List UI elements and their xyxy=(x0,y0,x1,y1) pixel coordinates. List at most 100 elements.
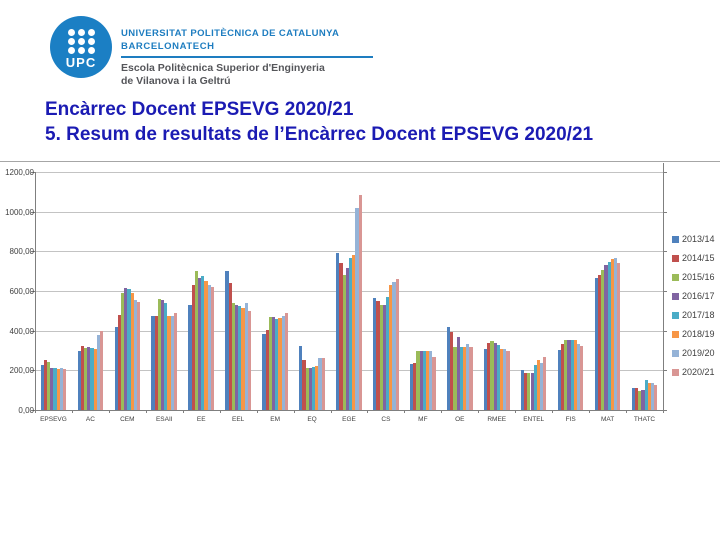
bar-2014-15-mat xyxy=(597,275,602,410)
bar-2017-18-entel xyxy=(533,364,537,410)
bar-2020-21-cem xyxy=(136,302,141,410)
plot-right-border xyxy=(663,163,664,410)
bar-2020-21-ege xyxy=(358,195,362,410)
bar-2018-19-cs xyxy=(389,285,393,410)
bar-2015-16-eq xyxy=(305,368,309,410)
legend-swatch-icon xyxy=(672,368,679,376)
bar-2013-14-mat xyxy=(594,278,598,410)
bar-2018-19-mat xyxy=(610,259,614,410)
bar-2018-19-oe xyxy=(463,346,467,410)
bar-2019-20-cem xyxy=(133,300,137,410)
y-axis-tick-right xyxy=(663,251,667,253)
bar-2015-16-oe xyxy=(453,346,457,410)
slide-title-line1: Encàrrec Docent EPSEVG 2020/21 xyxy=(45,99,354,120)
bar-2018-19-ege xyxy=(352,255,356,410)
bar-2014-15-ee xyxy=(191,285,195,410)
bar-2019-20-cs xyxy=(392,281,396,410)
bar-2020-21-ee xyxy=(210,287,215,410)
y-axis-tick xyxy=(31,330,35,332)
legend-label: 2015/16 xyxy=(682,272,715,282)
y-axis-tick-right xyxy=(663,330,667,332)
x-axis-line xyxy=(35,410,664,411)
slide-title-line2: 5. Resum de resultats de l’Encàrrec Doce… xyxy=(45,124,594,145)
bar-2016-17-eel xyxy=(234,305,239,410)
bar-2014-15-esaii xyxy=(154,315,158,410)
y-axis-tick-right xyxy=(663,172,667,173)
bar-2017-18-esaii xyxy=(164,303,168,410)
y-axis-tick xyxy=(31,410,35,411)
y-axis-label: 1200,00 xyxy=(5,168,34,177)
bar-2016-17-rmee xyxy=(493,342,497,410)
legend-swatch-icon xyxy=(672,273,679,281)
legend-item-2018-19: 2018/19 xyxy=(672,329,715,339)
bar-2013-14-oe xyxy=(447,327,451,410)
bar-2016-17-ege xyxy=(345,268,349,410)
bar-2016-17-cem xyxy=(124,288,128,410)
legend-item-2014-15: 2014/15 xyxy=(672,253,715,263)
x-axis-tick xyxy=(256,410,258,413)
bar-2016-17-esaii xyxy=(161,299,165,410)
x-axis-label-oe: OE xyxy=(455,416,465,423)
bar-2014-15-thatc xyxy=(634,387,639,410)
bar-2013-14-thatc xyxy=(631,387,635,410)
bar-2019-20-entel xyxy=(540,362,544,410)
bar-2019-20-rmee xyxy=(503,348,507,410)
bar-2020-21-eq xyxy=(321,358,325,410)
legend-label: 2014/15 xyxy=(682,253,715,263)
bar-2013-14-entel xyxy=(520,369,525,410)
bar-2013-14-em xyxy=(262,334,266,410)
bar-2014-15-rmee xyxy=(487,342,491,410)
bar-2016-17-em xyxy=(271,317,276,410)
y-axis-tick xyxy=(31,370,35,372)
bar-2015-16-em xyxy=(268,316,272,410)
bar-2020-21-oe xyxy=(469,346,473,410)
legend-item-2013-14: 2013/14 xyxy=(672,234,715,244)
x-axis-tick xyxy=(441,410,443,413)
y-gridline xyxy=(35,211,663,213)
y-gridline xyxy=(35,251,663,253)
x-axis-label-esaii: ESAII xyxy=(155,416,173,423)
x-axis-label-rmee: RMEE xyxy=(487,416,507,423)
y-axis-label: 600,00 xyxy=(9,287,34,296)
bar-2019-20-epsevg xyxy=(59,368,64,410)
legend-item-2017-18: 2017/18 xyxy=(672,310,715,320)
legend-swatch-icon xyxy=(672,311,679,319)
bar-2018-19-ee xyxy=(204,280,208,410)
bar-2020-21-fis xyxy=(580,345,584,410)
bar-2017-18-oe xyxy=(459,346,463,410)
bar-2015-16-entel xyxy=(527,372,531,410)
bar-2017-18-eel xyxy=(238,306,242,410)
bar-2013-14-eq xyxy=(299,346,303,410)
legend-label: 2013/14 xyxy=(682,234,715,244)
bar-2013-14-ee xyxy=(188,305,192,410)
bar-2015-16-mat xyxy=(601,269,605,410)
bar-2016-17-oe xyxy=(456,337,460,410)
bar-2016-17-entel xyxy=(530,372,534,410)
title-separator-line xyxy=(0,161,720,162)
bar-2017-18-epsevg xyxy=(53,367,57,410)
upc-header: UPC UNIVERSITAT POLITÈCNICA DE CATALUNYA… xyxy=(50,16,373,87)
barcelonatech-label: BARCELONATECH xyxy=(121,41,215,52)
x-axis-label-ee: EE xyxy=(196,416,206,423)
legend-swatch-icon xyxy=(672,330,679,338)
x-axis-tick xyxy=(589,410,591,413)
legend-swatch-icon xyxy=(672,254,679,262)
y-axis-tick xyxy=(31,291,35,292)
legend-label: 2020/21 xyxy=(682,367,715,377)
x-axis-label-cs: CS xyxy=(381,416,391,423)
x-axis-tick xyxy=(35,410,36,413)
bar-2014-15-ac xyxy=(80,346,84,410)
x-axis-tick xyxy=(515,410,517,413)
bar-2017-18-ac xyxy=(90,348,94,410)
bar-2019-20-mf xyxy=(429,350,433,410)
legend-label: 2016/17 xyxy=(682,291,715,301)
bar-2013-14-ac xyxy=(77,350,81,410)
legend-swatch-icon xyxy=(672,292,679,300)
bar-2020-21-cs xyxy=(395,279,399,410)
bar-2018-19-rmee xyxy=(499,348,504,410)
bar-2017-18-cs xyxy=(385,296,390,410)
bar-2020-21-epsevg xyxy=(63,369,67,410)
legend-swatch-icon xyxy=(672,235,679,243)
bar-2020-21-ac xyxy=(100,331,104,410)
bar-2018-19-em xyxy=(278,318,282,410)
